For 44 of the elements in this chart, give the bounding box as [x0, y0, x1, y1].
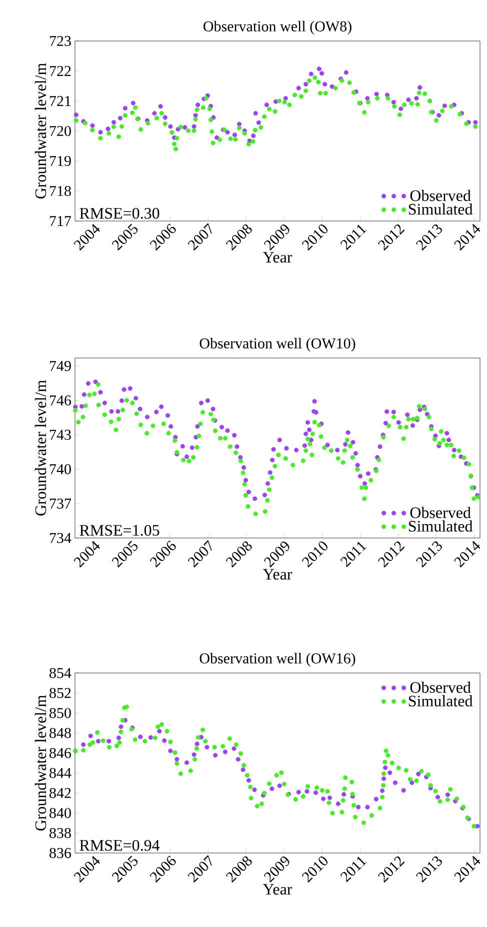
y-tick-label: 842 — [50, 788, 71, 798]
legend-label: Observed — [410, 506, 471, 518]
x-axis-title: Year — [262, 884, 292, 895]
y-tick-label: 743 — [50, 430, 71, 440]
y-tick-label: 854 — [50, 668, 72, 678]
y-tick-label: 740 — [50, 464, 71, 474]
x-tick-label: 2011 — [340, 542, 367, 568]
legend-label: Observed — [410, 190, 471, 202]
chart-title: Observation well (OW8) — [204, 20, 352, 34]
y-tick-label: 838 — [50, 828, 71, 838]
y-tick-label: 734 — [50, 532, 72, 544]
legend-label: Simulated — [408, 203, 473, 215]
y-tick-label: 721 — [50, 96, 71, 106]
y-tick-label: 722 — [50, 66, 71, 76]
annotation: RMSE=1.05 — [80, 524, 160, 536]
y-tick-label: 737 — [50, 498, 72, 509]
y-tick-label: 720 — [50, 126, 71, 136]
y-tick-label: 746 — [50, 395, 72, 406]
x-tick-label: 2011 — [340, 856, 367, 882]
y-tick-label: 844 — [50, 768, 72, 778]
y-tick-label: 852 — [50, 688, 71, 698]
y-axis-title: Groundwater level/m — [34, 63, 46, 199]
annotation: RMSE=0.30 — [80, 208, 160, 219]
y-tick-label: 848 — [50, 728, 71, 738]
y-tick-label: 718 — [50, 186, 71, 196]
x-axis-title: Year — [262, 569, 292, 580]
y-tick-label: 846 — [50, 748, 72, 758]
chart-title: Observation well (OW16) — [200, 652, 356, 667]
annotation: RMSE=0.94 — [80, 840, 160, 851]
y-tick-label: 749 — [50, 360, 71, 372]
y-axis-title: Groundwater level/m — [34, 695, 46, 831]
y-tick-label: 850 — [50, 708, 71, 718]
y-tick-label: 719 — [50, 156, 71, 166]
legend-label: Observed — [410, 682, 471, 693]
legend-label: Simulated — [408, 520, 473, 532]
y-axis-title: Groundwater level/m — [34, 380, 46, 516]
y-tick-label: 840 — [50, 808, 71, 818]
y-tick-label: 717 — [50, 216, 72, 226]
legend-label: Simulated — [408, 695, 473, 706]
y-tick-label: 723 — [50, 36, 71, 46]
x-tick-label: 2011 — [340, 224, 367, 250]
x-axis-title: Year — [262, 252, 292, 263]
y-tick-label: 836 — [50, 848, 72, 858]
chart-title: Observation well (OW10) — [200, 338, 356, 352]
